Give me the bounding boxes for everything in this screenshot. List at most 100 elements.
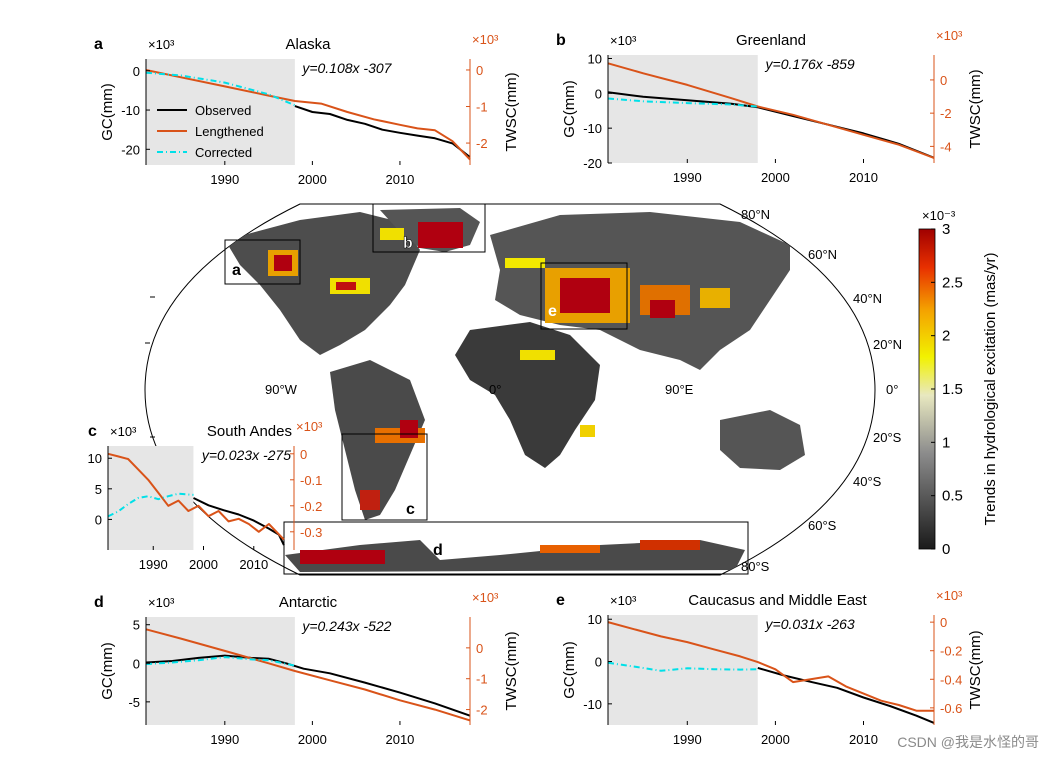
svg-text:20°S: 20°S — [873, 430, 902, 445]
series-observed — [294, 105, 471, 158]
colorbar: ×10⁻³ 0 0.5 1 1.5 2 2.5 3 Trends in hydrologic… — [918, 208, 999, 558]
panel-title: Antarctic — [279, 594, 338, 611]
svg-text:40°N: 40°N — [853, 291, 882, 306]
colorbar-tick-label: 1 — [942, 434, 950, 451]
svg-text:40°S: 40°S — [853, 474, 882, 489]
landmass-australia — [720, 410, 805, 470]
series-corrected — [607, 661, 758, 672]
x-tick-label: 1990 — [673, 170, 702, 185]
series-observed — [757, 666, 935, 724]
colorbar-exponent: ×10⁻³ — [922, 208, 956, 223]
series-corrected — [145, 656, 296, 667]
x-tick-label: 2010 — [849, 732, 878, 747]
trend-equation: y=0.108x -307 — [301, 60, 392, 76]
left-exponent: ×10³ — [148, 37, 175, 52]
panel-letter: d — [94, 594, 104, 611]
panel-d: 1990 2000 2010 5 0 -5 0 -1 -2 ×10³ ×10³ Antarctic y=… — [94, 590, 520, 747]
y-left-tick-label: -20 — [121, 142, 140, 157]
x-tick-label: 2000 — [189, 557, 218, 572]
series-lengthened — [145, 628, 471, 722]
right-axis-label: TWSC(mm) — [967, 630, 984, 709]
landmass-north-america — [225, 212, 420, 355]
svg-text:0°: 0° — [489, 382, 501, 397]
y-left-tick-label: -20 — [583, 156, 602, 171]
left-exponent: ×10³ — [148, 595, 175, 610]
trend-equation: y=0.023x -275 — [201, 447, 291, 463]
shaded-period — [608, 615, 758, 725]
trend-equation: y=0.176x -859 — [765, 56, 855, 72]
x-tick-label: 2010 — [849, 170, 878, 185]
left-axis-label: GC(mm) — [99, 83, 116, 140]
colorbar-tick-label: 3 — [942, 221, 950, 238]
svg-text:80°N: 80°N — [741, 207, 770, 222]
svg-text:60°S: 60°S — [808, 518, 837, 533]
trend-equation: y=0.243x -522 — [301, 618, 391, 634]
x-tick-label: 1990 — [210, 172, 239, 187]
panel-letter: b — [556, 32, 566, 49]
shaded-period — [146, 617, 295, 725]
right-exponent: ×10³ — [472, 32, 499, 47]
panel-letter: a — [94, 36, 103, 53]
legend: Observed Lengthened Corrected — [157, 103, 264, 160]
region-box-e — [540, 262, 628, 330]
region-letter-e: e — [548, 303, 557, 320]
shaded-period — [108, 446, 194, 550]
y-right-tick-label: -1 — [476, 672, 488, 687]
colorbar-tick-label: 1.5 — [942, 381, 963, 398]
colorbar-tick-label: 2 — [942, 328, 950, 345]
landmass-antarctica — [285, 540, 745, 572]
panel-title: Greenland — [736, 32, 806, 49]
y-right-tick-label: -0.2 — [300, 499, 322, 514]
shaded-period — [608, 55, 758, 163]
panel-e: 1990 2000 2010 10 0 -10 0 -0.2 -0.4 -0.6 ×10³ ×10³ C… — [556, 588, 984, 747]
region-box-b — [372, 203, 486, 253]
y-left-tick-label: -10 — [121, 103, 140, 118]
y-left-tick-label: 5 — [133, 618, 140, 633]
series-corrected — [145, 71, 296, 107]
y-right-tick-label: 0 — [476, 641, 483, 656]
right-axis-label: TWSC(mm) — [967, 69, 984, 148]
x-tick-label: 1990 — [139, 557, 168, 572]
region-letter-a: a — [232, 262, 241, 279]
y-right-tick-label: -0.4 — [940, 672, 962, 687]
y-right-tick-label: -0.1 — [300, 473, 322, 488]
y-left-tick-label: 5 — [95, 482, 102, 497]
legend-label-observed: Observed — [195, 103, 251, 118]
right-exponent: ×10³ — [296, 419, 323, 434]
left-exponent: ×10³ — [610, 593, 637, 608]
series-lengthened — [607, 621, 934, 712]
panel-letter: c — [88, 423, 97, 440]
world-map: a b c d e 80°N 60°N 40°N 20°N 0° 20°S 40… — [144, 203, 902, 576]
svg-text:80°S: 80°S — [741, 559, 770, 574]
y-right-tick-label: 0 — [940, 615, 947, 630]
y-right-tick-label: -0.2 — [940, 644, 962, 659]
x-tick-label: 2000 — [761, 732, 790, 747]
left-exponent: ×10³ — [110, 424, 137, 439]
colorbar-ticks: 0 0.5 1 1.5 2 2.5 3 — [931, 221, 963, 558]
legend-label-lengthened: Lengthened — [195, 124, 264, 139]
trend-hotspots — [268, 222, 730, 564]
y-left-tick-label: 0 — [595, 86, 602, 101]
y-right-tick-label: -1 — [476, 100, 488, 115]
colorbar-tick-label: 2.5 — [942, 274, 963, 291]
panel-title: Caucasus and Middle East — [688, 592, 867, 609]
longitude-labels: 90°W 0° 90°E — [265, 382, 694, 397]
region-letters: a b c d e — [232, 235, 557, 559]
y-right-tick-label: -0.3 — [300, 525, 322, 540]
colorbar-tick-label: 0.5 — [942, 488, 963, 505]
y-left-tick-label: 0 — [133, 656, 140, 671]
colorbar-tick-label: 0 — [942, 541, 950, 558]
region-box-a — [224, 239, 301, 285]
region-letter-b: b — [403, 235, 413, 252]
x-tick-label: 2010 — [385, 732, 414, 747]
latitude-labels: 80°N 60°N 40°N 20°N 0° 20°S 40°S 60°S 80… — [741, 207, 902, 574]
left-axis-label: GC(mm) — [561, 80, 578, 137]
colorbar-label: Trends in hydrological excitation (mas/y… — [982, 253, 999, 526]
y-left-tick-label: 0 — [133, 64, 140, 79]
y-right-tick-label: -2 — [476, 703, 488, 718]
panel-title: Alaska — [285, 36, 331, 53]
svg-text:0°: 0° — [886, 382, 898, 397]
x-tick-label: 2010 — [239, 557, 268, 572]
